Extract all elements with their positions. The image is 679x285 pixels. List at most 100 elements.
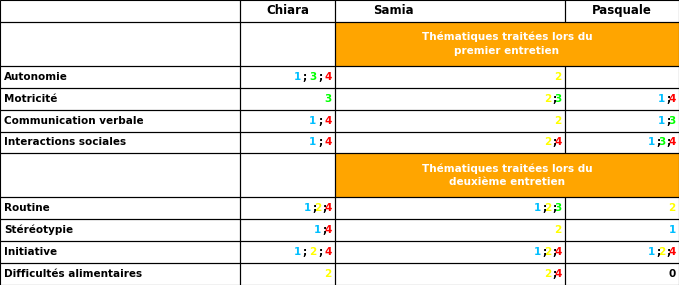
Bar — [335, 110, 565, 132]
Text: 4: 4 — [325, 225, 331, 235]
Bar — [565, 0, 679, 22]
Text: 4: 4 — [325, 203, 331, 213]
Text: ;: ; — [323, 203, 327, 213]
Bar — [565, 110, 679, 132]
Bar — [565, 219, 679, 241]
Bar — [0, 153, 240, 197]
Bar — [0, 263, 240, 285]
Bar — [240, 153, 335, 197]
Text: ;: ; — [318, 137, 327, 148]
Text: ;: ; — [553, 203, 557, 213]
Bar — [0, 110, 240, 132]
Text: 4: 4 — [325, 247, 331, 257]
Text: Chiara: Chiara — [266, 5, 309, 17]
Text: 1: 1 — [314, 225, 321, 235]
Bar — [335, 22, 679, 66]
Bar — [240, 241, 335, 263]
Text: 4: 4 — [325, 116, 331, 126]
Bar — [0, 132, 240, 153]
Bar — [0, 241, 240, 263]
Text: 1: 1 — [309, 116, 316, 126]
Bar — [240, 88, 335, 110]
Text: ;: ; — [312, 203, 316, 213]
Text: 3: 3 — [658, 137, 665, 148]
Text: 1: 1 — [534, 247, 541, 257]
Bar — [0, 219, 240, 241]
Text: ;: ; — [318, 116, 327, 126]
Bar — [565, 88, 679, 110]
Text: Thématiques traitées lors du
deuxième entretien: Thématiques traitées lors du deuxième en… — [422, 164, 592, 187]
Bar — [335, 153, 679, 197]
Text: Difficultés alimentaires: Difficultés alimentaires — [4, 269, 142, 279]
Bar — [565, 263, 679, 285]
Text: 2: 2 — [554, 116, 562, 126]
Bar — [335, 263, 565, 285]
Bar — [335, 219, 565, 241]
Text: Stéréotypie: Stéréotypie — [4, 225, 73, 235]
Text: 3: 3 — [325, 94, 331, 104]
Text: 3: 3 — [309, 72, 316, 82]
Text: 2: 2 — [544, 94, 551, 104]
Bar — [335, 241, 565, 263]
Text: 3: 3 — [668, 116, 676, 126]
Text: 4: 4 — [325, 72, 331, 82]
Bar — [240, 197, 335, 219]
Text: Autonomie: Autonomie — [4, 72, 68, 82]
Bar — [240, 66, 335, 88]
Text: Communication verbale: Communication verbale — [4, 116, 144, 126]
Bar — [565, 241, 679, 263]
Text: 4: 4 — [668, 137, 676, 148]
Bar — [240, 132, 335, 153]
Bar — [0, 66, 240, 88]
Text: ;: ; — [553, 247, 557, 257]
Bar — [335, 153, 679, 197]
Text: ;: ; — [323, 225, 327, 235]
Text: 2: 2 — [314, 203, 321, 213]
Text: 1: 1 — [648, 137, 655, 148]
Bar — [240, 0, 335, 22]
Text: 1: 1 — [648, 247, 655, 257]
Text: 4: 4 — [325, 137, 331, 148]
Text: 4: 4 — [668, 247, 676, 257]
Text: Routine: Routine — [4, 203, 50, 213]
Text: ;: ; — [666, 94, 671, 104]
Bar — [335, 88, 565, 110]
Text: 4: 4 — [554, 137, 562, 148]
Text: 2: 2 — [309, 247, 316, 257]
Text: 3: 3 — [554, 94, 562, 104]
Text: ;: ; — [318, 72, 327, 82]
Text: ;: ; — [666, 247, 671, 257]
Text: 1: 1 — [534, 203, 541, 213]
Text: Pasquale: Pasquale — [592, 5, 652, 17]
Text: 1: 1 — [658, 94, 665, 104]
Text: 2: 2 — [544, 269, 551, 279]
Bar — [565, 132, 679, 153]
Bar — [335, 66, 565, 88]
Text: 2: 2 — [658, 247, 665, 257]
Text: ;: ; — [304, 72, 311, 82]
Bar — [240, 263, 335, 285]
Text: ;: ; — [304, 247, 311, 257]
Text: 2: 2 — [554, 225, 562, 235]
Bar — [335, 132, 565, 153]
Text: ;: ; — [543, 203, 547, 213]
Text: 2: 2 — [544, 247, 551, 257]
Text: 4: 4 — [554, 247, 562, 257]
Text: 1: 1 — [658, 116, 665, 126]
Text: 0: 0 — [668, 269, 676, 279]
Bar — [0, 22, 240, 66]
Text: ;: ; — [318, 247, 327, 257]
Text: 1: 1 — [294, 247, 301, 257]
Bar — [335, 197, 565, 219]
Text: ;: ; — [666, 116, 671, 126]
Text: 1: 1 — [309, 137, 316, 148]
Text: 3: 3 — [554, 203, 562, 213]
Text: ;: ; — [553, 94, 557, 104]
Text: ;: ; — [543, 247, 547, 257]
Text: 1: 1 — [294, 72, 301, 82]
Bar — [0, 0, 240, 22]
Text: 2: 2 — [325, 269, 331, 279]
Bar — [240, 219, 335, 241]
Text: 4: 4 — [554, 269, 562, 279]
Bar — [565, 197, 679, 219]
